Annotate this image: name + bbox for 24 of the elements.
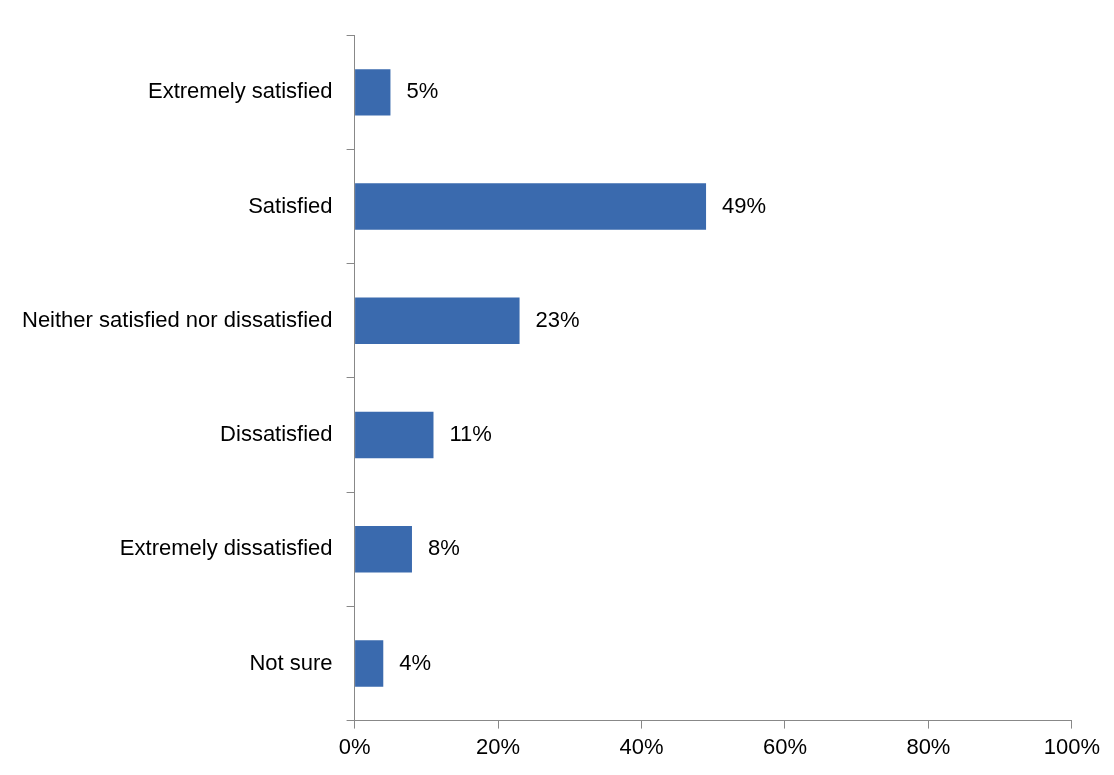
bar	[355, 640, 384, 687]
bar	[355, 297, 520, 344]
x-tick-label: 0%	[338, 733, 371, 759]
y-tick-label: Satisfied	[248, 192, 333, 218]
bar	[355, 526, 412, 573]
data-label: 11%	[449, 421, 492, 447]
bar	[355, 183, 707, 230]
x-tick-label: 60%	[762, 733, 807, 759]
y-tick-label: Extremely satisfied	[147, 78, 333, 104]
bar	[355, 411, 434, 459]
x-tick-label: 20%	[476, 733, 521, 759]
data-label: 5%	[406, 78, 439, 104]
y-tick-label: Not sure	[249, 649, 333, 675]
x-tick-label: 80%	[906, 733, 951, 759]
y-tick-label: Extremely dissatisfied	[119, 535, 333, 561]
data-label: 4%	[399, 649, 432, 675]
y-tick-label: Neither satisfied nor dissatisfied	[22, 306, 333, 332]
x-tick-label: 100%	[1043, 733, 1101, 759]
x-tick-label: 40%	[619, 733, 664, 759]
data-label: 49%	[722, 192, 767, 218]
bar	[355, 69, 391, 116]
y-tick-label: Dissatisfied	[220, 421, 333, 447]
data-label: 23%	[535, 306, 580, 332]
data-label: 8%	[427, 535, 460, 561]
